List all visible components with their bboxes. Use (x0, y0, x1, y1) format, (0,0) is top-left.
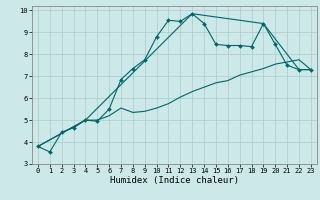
X-axis label: Humidex (Indice chaleur): Humidex (Indice chaleur) (110, 176, 239, 185)
